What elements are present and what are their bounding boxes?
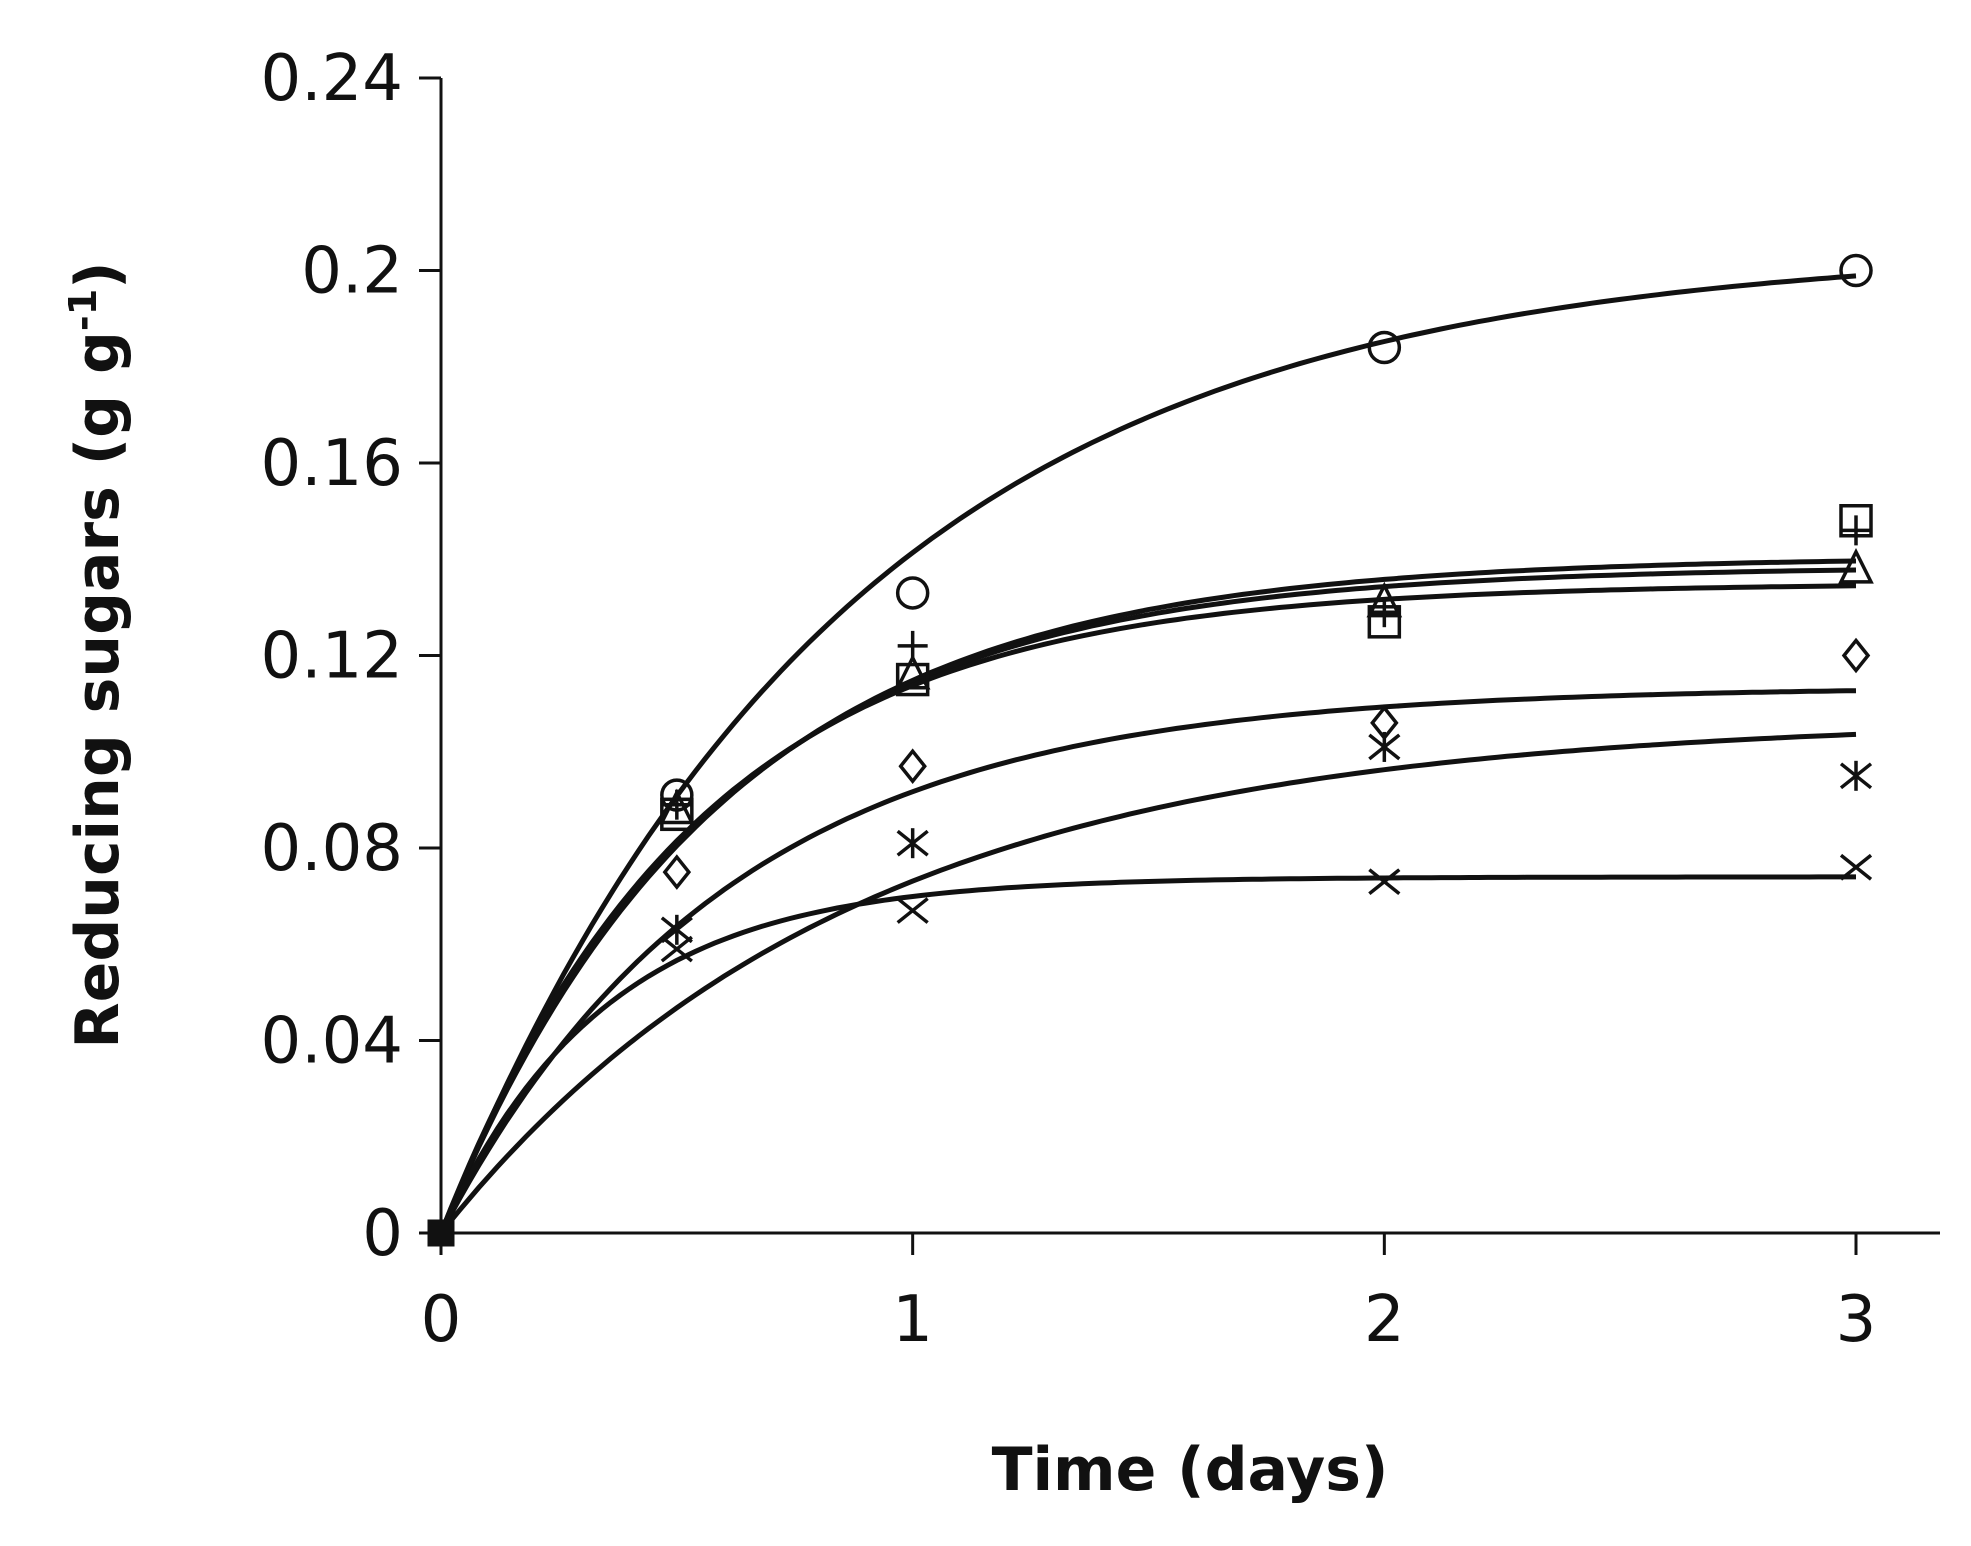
marker-plus [897,630,928,661]
fit-line-asterisk [439,731,1857,1235]
x-tick-label: 3 [1836,1283,1877,1357]
marker-cross [896,897,929,924]
data-markers [427,253,1874,1247]
marker-cross [1839,853,1873,881]
y-tick-label: 0.08 [261,812,404,886]
marker-triangle [659,788,695,825]
marker-triangle [894,653,931,690]
fit-line-square [438,558,1857,1234]
marker-plus [1369,597,1400,628]
marker-square [895,662,930,697]
marker-plus [1841,515,1871,546]
marker-cross-origin [427,1219,455,1247]
marker-circle [1839,253,1873,288]
y-axis-title-close: ) [63,261,133,288]
x-tick-label: 0 [421,1283,462,1357]
y-tick-label: 0 [362,1197,403,1271]
marker-cross [1368,868,1401,896]
y-tick-label: 0.12 [261,620,404,694]
fit-line-circle [438,273,1857,1234]
marker-asterisk [1368,731,1401,762]
marker-circle [1367,330,1402,365]
y-axis-title: Reducing sugars (g g-1) [61,261,133,1048]
axes [439,78,1940,1235]
y-axis-title-superscript: -1 [61,289,105,331]
y-tick-label: 0.2 [301,235,403,309]
x-tick-label: 2 [1364,1283,1405,1357]
y-tick-label: 0.04 [261,1005,404,1079]
y-axis-title-main: Reducing sugars (g g [63,331,133,1049]
fit-lines [438,273,1857,1235]
x-ticks: 0 1 2 3 [421,1233,1877,1357]
x-axis-title: Time (days) [992,1435,1389,1505]
marker-triangle [1838,547,1874,584]
marker-asterisk [1839,760,1873,791]
fit-line-triangle [438,567,1857,1234]
marker-diamond [1841,637,1871,674]
marker-asterisk [660,914,693,945]
y-tick-label: 0.24 [261,42,404,116]
marker-asterisk [896,828,929,859]
marker-circle [895,576,930,610]
x-tick-label: 1 [892,1283,933,1357]
y-ticks: 0 0.04 0.08 0.12 0.16 0.2 0.24 [261,42,441,1271]
marker-diamond [662,854,692,890]
fit-line-plus [438,583,1857,1234]
marker-diamond [898,748,927,784]
y-tick-label: 0.16 [261,427,404,501]
fit-line-diamond [438,688,1857,1235]
marker-cross [660,935,693,963]
fit-line-cross [438,874,1856,1235]
marker-plus [661,789,692,820]
